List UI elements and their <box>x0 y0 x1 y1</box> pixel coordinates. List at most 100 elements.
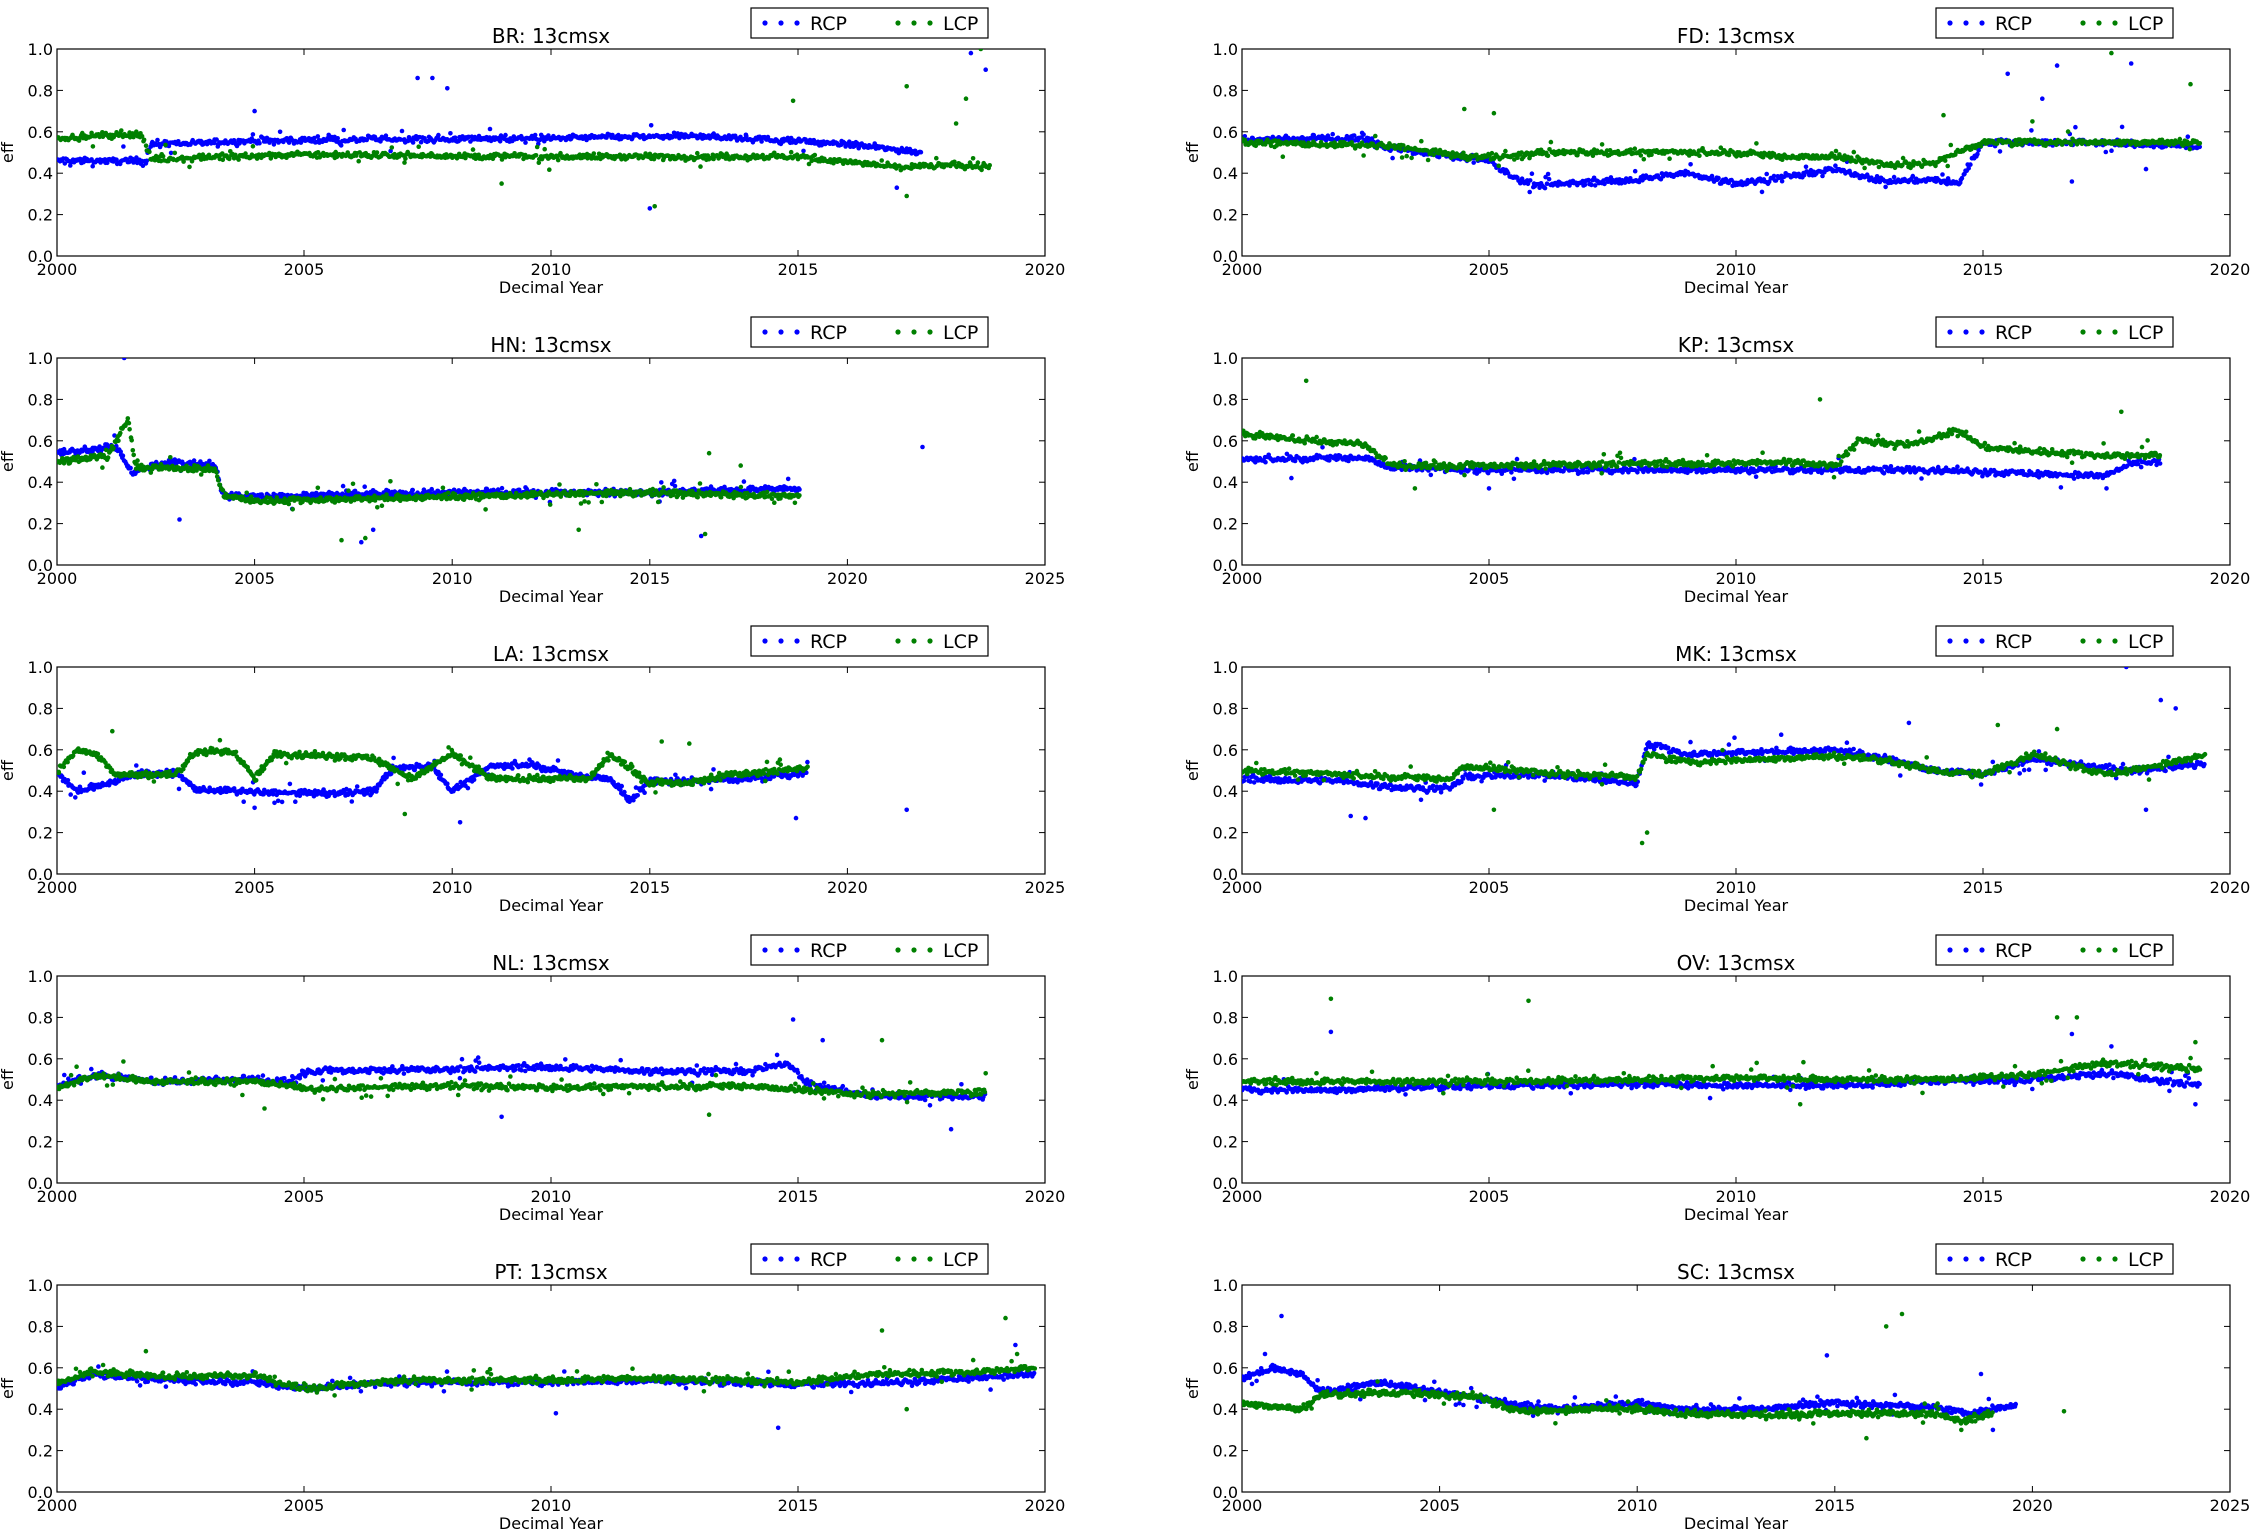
point-rcp <box>1545 171 1551 177</box>
point-lcp <box>1398 146 1403 152</box>
point-rcp <box>2119 124 2125 130</box>
point-lcp <box>661 485 666 490</box>
point-rcp <box>128 465 133 471</box>
legend: RCP LCP <box>1935 7 2174 39</box>
x-tick-label: 2000 <box>1222 260 1263 279</box>
point-rcp <box>1759 189 1765 195</box>
chart-title: HN: 13cmsx <box>490 333 611 357</box>
panel-kp: 2000 2005 2010 2015 20200.00.20.40.60.81.0De… <box>1183 316 2250 606</box>
y-tick-label: 1.0 <box>28 349 53 368</box>
point-rcp <box>383 133 389 138</box>
x-tick-label: 2000 <box>37 260 78 279</box>
point-lcp <box>1548 139 1554 145</box>
y-tick-label: 0.2 <box>28 515 53 534</box>
point-rcp-outlier <box>370 527 376 533</box>
panel-br-series-rcp <box>57 50 988 211</box>
point-lcp <box>557 482 562 487</box>
point-rcp <box>418 139 424 145</box>
point-lcp-outlier <box>1462 106 1467 112</box>
point-rcp <box>1966 166 1971 171</box>
point-rcp <box>341 127 347 133</box>
point-rcp <box>315 134 321 139</box>
point-lcp <box>250 144 256 149</box>
point-rcp <box>711 131 716 136</box>
point-lcp <box>346 488 351 494</box>
chart-title: FD: 13cmsx <box>1677 24 1795 48</box>
point-rcp <box>1801 172 1807 178</box>
point-rcp <box>648 123 654 128</box>
point-rcp <box>1592 183 1598 188</box>
point-rcp <box>523 140 528 145</box>
legend-label-lcp: LCP <box>2128 13 2163 35</box>
point-rcp-outlier <box>2143 166 2149 172</box>
point-lcp <box>1933 163 1938 169</box>
point-rcp <box>785 135 791 141</box>
x-tick-label: 2000 <box>37 569 78 588</box>
point-lcp <box>1404 153 1409 159</box>
point-rcp <box>1527 189 1532 195</box>
point-lcp <box>220 488 226 493</box>
point-lcp <box>970 156 976 161</box>
point-lcp <box>375 505 380 510</box>
point-rcp <box>1910 173 1916 179</box>
point-rcp <box>207 458 212 464</box>
point-lcp <box>760 152 765 158</box>
point-lcp <box>119 128 124 133</box>
point-rcp <box>1369 136 1375 141</box>
point-lcp <box>591 151 597 156</box>
point-rcp <box>176 139 181 144</box>
legend-marker-rcp <box>794 20 800 26</box>
point-lcp <box>2014 142 2020 148</box>
point-lcp <box>1274 143 1279 148</box>
point-lcp <box>141 137 147 143</box>
point-lcp-outlier <box>963 96 969 101</box>
point-lcp <box>772 500 777 506</box>
point-lcp-outlier <box>1941 112 1946 118</box>
panel-br-points <box>57 49 992 211</box>
point-rcp <box>429 486 435 492</box>
point-lcp <box>1409 155 1414 161</box>
point-lcp-outlier <box>953 121 959 126</box>
point-lcp <box>975 160 981 165</box>
panel-hn: 2000 2005 2010 2015 2020 20250.00.20.40.60.81… <box>0 316 1065 606</box>
legend-marker-lcp <box>927 329 933 335</box>
legend-marker-rcp <box>1947 20 1953 26</box>
point-rcp-outlier <box>968 50 974 56</box>
point-rcp <box>1543 174 1548 180</box>
y-axis-label: eff <box>0 450 17 472</box>
point-lcp <box>147 149 152 155</box>
point-lcp <box>1697 153 1702 158</box>
point-lcp <box>290 507 296 512</box>
legend-marker-lcp <box>2080 20 2086 26</box>
point-lcp <box>2065 129 2071 134</box>
point-lcp-outlier <box>904 193 909 199</box>
point-lcp <box>1851 149 1857 155</box>
x-tick-label: 2010 <box>432 569 473 588</box>
point-lcp <box>100 465 105 470</box>
point-rcp <box>1997 149 2003 154</box>
point-rcp <box>815 139 821 145</box>
y-tick-label: 1.0 <box>1213 40 1238 59</box>
point-lcp-outlier <box>738 463 743 468</box>
point-lcp <box>655 499 661 505</box>
point-lcp <box>2197 141 2203 146</box>
legend-marker-rcp <box>762 329 768 335</box>
legend-marker-lcp <box>911 20 917 26</box>
point-rcp <box>90 163 95 169</box>
point-rcp <box>1688 162 1693 167</box>
panel-hn-points <box>57 358 925 545</box>
point-rcp <box>1716 175 1721 181</box>
point-lcp <box>187 164 192 170</box>
point-lcp <box>987 163 992 168</box>
point-lcp <box>389 145 395 150</box>
panel-kp-points <box>1242 378 2163 491</box>
point-lcp <box>168 455 173 460</box>
point-rcp <box>785 476 791 482</box>
point-rcp <box>1602 181 1607 187</box>
point-rcp <box>2029 128 2034 133</box>
x-axis-label: Decimal Year <box>499 587 604 606</box>
point-lcp <box>445 490 451 496</box>
legend-marker-rcp <box>794 329 800 335</box>
point-lcp-outlier <box>702 531 708 537</box>
point-rcp-outlier <box>177 517 182 522</box>
